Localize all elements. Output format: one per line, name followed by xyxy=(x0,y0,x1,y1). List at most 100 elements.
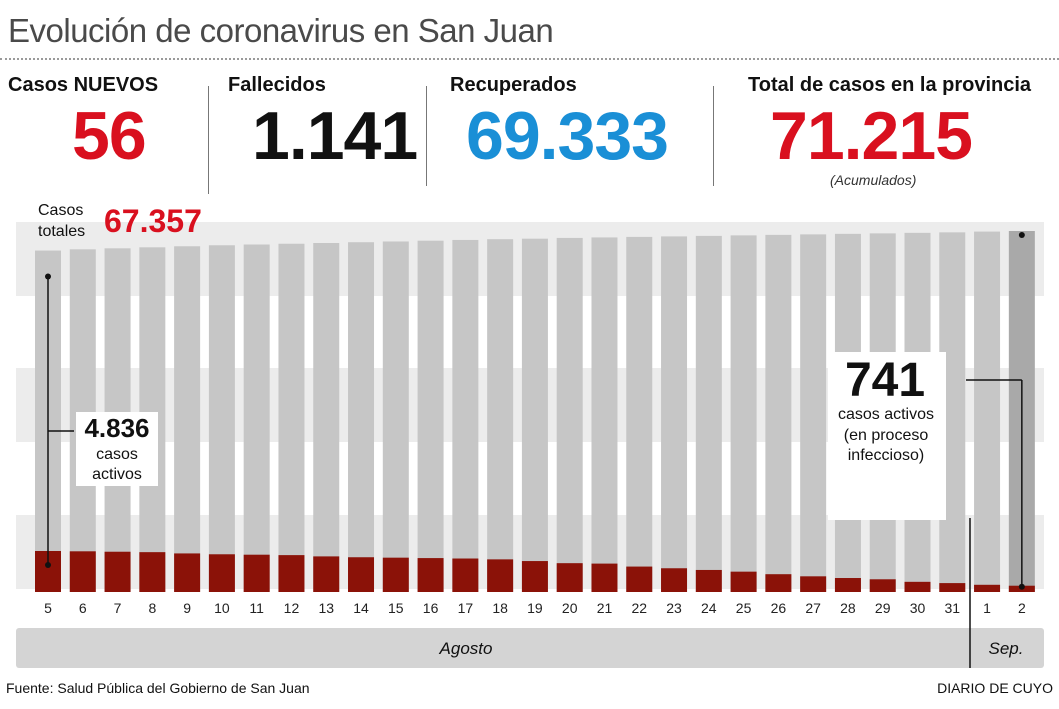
active-bar xyxy=(904,581,931,592)
x-tick-label: 5 xyxy=(44,600,52,616)
total-bar xyxy=(591,237,618,593)
total-bar xyxy=(556,237,583,592)
x-tick-label: 29 xyxy=(875,600,891,616)
active-bar xyxy=(869,579,896,592)
x-tick-label: 31 xyxy=(944,600,960,616)
x-tick-label: 24 xyxy=(701,600,717,616)
x-tick-label: 7 xyxy=(114,600,122,616)
active-bar xyxy=(69,551,96,592)
active-bar xyxy=(974,584,1001,592)
active-bar xyxy=(730,571,757,592)
kpi-fallecidos-label: Fallecidos xyxy=(228,74,326,96)
annotation-dot xyxy=(1018,583,1025,590)
active-bar xyxy=(104,551,131,592)
kpi-total-value: 71.215 xyxy=(770,98,973,174)
total-bar xyxy=(174,246,201,592)
active-bar xyxy=(487,559,514,592)
casos-totales-label: totales xyxy=(38,223,85,240)
total-bar xyxy=(348,242,375,592)
title-divider xyxy=(0,58,1059,60)
x-tick-label: 2 xyxy=(1018,600,1026,616)
annotation-dot xyxy=(1018,232,1025,238)
total-bar xyxy=(974,231,1001,592)
kpi-recuperados-label: Recuperados xyxy=(450,74,577,96)
active-bar xyxy=(765,574,792,592)
total-bar xyxy=(765,234,792,592)
total-bar xyxy=(800,234,827,593)
kpi-total-note: (Acumulados) xyxy=(830,172,917,188)
active-bar xyxy=(139,552,166,592)
x-tick-label: 16 xyxy=(423,600,439,616)
end-active-label: (en proceso xyxy=(844,427,929,444)
x-tick-label: 26 xyxy=(771,600,787,616)
active-bar xyxy=(174,553,201,592)
annotation-dot xyxy=(45,562,51,568)
month-label-sep: Sep. xyxy=(989,639,1024,658)
label-backdrop xyxy=(828,352,946,520)
x-tick-label: 10 xyxy=(214,600,230,616)
kpi-separator xyxy=(713,86,714,186)
start-active-label: activos xyxy=(92,466,142,483)
active-bar xyxy=(348,557,375,592)
label-backdrop xyxy=(76,412,158,486)
start-active-value: 4.836 xyxy=(84,413,149,443)
brand-credit: DIARIO DE CUYO xyxy=(937,680,1053,696)
kpi-total-label: Total de casos en la provincia xyxy=(748,74,1032,96)
x-tick-label: 15 xyxy=(388,600,404,616)
kpi-nuevos-label: Casos NUEVOS xyxy=(8,74,159,96)
active-bar xyxy=(417,558,444,592)
x-tick-label: 19 xyxy=(527,600,543,616)
x-tick-label: 14 xyxy=(353,600,369,616)
x-tick-label: 28 xyxy=(840,600,856,616)
x-tick-label: 23 xyxy=(666,600,682,616)
total-bar xyxy=(521,238,548,592)
kpi-separator xyxy=(208,86,209,194)
active-bar xyxy=(591,563,618,592)
start-active-label: casos xyxy=(96,446,138,463)
x-tick-label: 22 xyxy=(631,600,647,616)
total-bar xyxy=(661,236,688,592)
annotation-dot xyxy=(45,273,51,280)
active-bar xyxy=(834,578,861,592)
kpi-separator xyxy=(426,86,427,186)
month-band xyxy=(16,628,1044,668)
total-bar xyxy=(487,239,514,592)
end-active-value: 741 xyxy=(845,354,925,407)
active-bar xyxy=(661,568,688,592)
end-active-label: infeccioso) xyxy=(848,447,924,464)
active-bar xyxy=(626,566,653,592)
x-tick-label: 11 xyxy=(249,600,264,616)
x-tick-label: 25 xyxy=(736,600,752,616)
x-tick-label: 1 xyxy=(983,600,991,616)
x-tick-label: 21 xyxy=(597,600,613,616)
chart-title: Evolución de coronavirus en San Juan xyxy=(8,12,554,49)
x-tick-label: 18 xyxy=(492,600,508,616)
x-tick-label: 9 xyxy=(183,600,191,616)
x-tick-label: 13 xyxy=(318,600,334,616)
total-bar xyxy=(730,235,757,592)
active-bar xyxy=(313,556,340,592)
active-bar xyxy=(278,555,305,592)
active-bar xyxy=(800,576,827,592)
active-bar xyxy=(382,557,409,592)
active-bar xyxy=(939,583,966,592)
month-label-agosto: Agosto xyxy=(439,639,493,658)
total-bar xyxy=(243,244,270,592)
total-bar xyxy=(452,239,479,592)
total-bar xyxy=(382,241,409,592)
active-bar xyxy=(556,563,583,592)
total-bar xyxy=(626,236,653,592)
kpi-nuevos-value: 56 xyxy=(72,98,147,174)
total-bar xyxy=(695,235,722,593)
active-bar xyxy=(208,554,235,592)
active-bar xyxy=(243,554,270,592)
casos-totales-label: Casos xyxy=(38,202,83,219)
source-note: Fuente: Salud Pública del Gobierno de Sa… xyxy=(6,680,310,696)
total-bar xyxy=(417,240,444,592)
total-bar xyxy=(313,242,340,592)
x-tick-label: 27 xyxy=(805,600,821,616)
x-tick-label: 30 xyxy=(910,600,926,616)
active-bar xyxy=(521,561,548,592)
kpi-recuperados-value: 69.333 xyxy=(466,98,669,174)
active-bar xyxy=(452,558,479,592)
